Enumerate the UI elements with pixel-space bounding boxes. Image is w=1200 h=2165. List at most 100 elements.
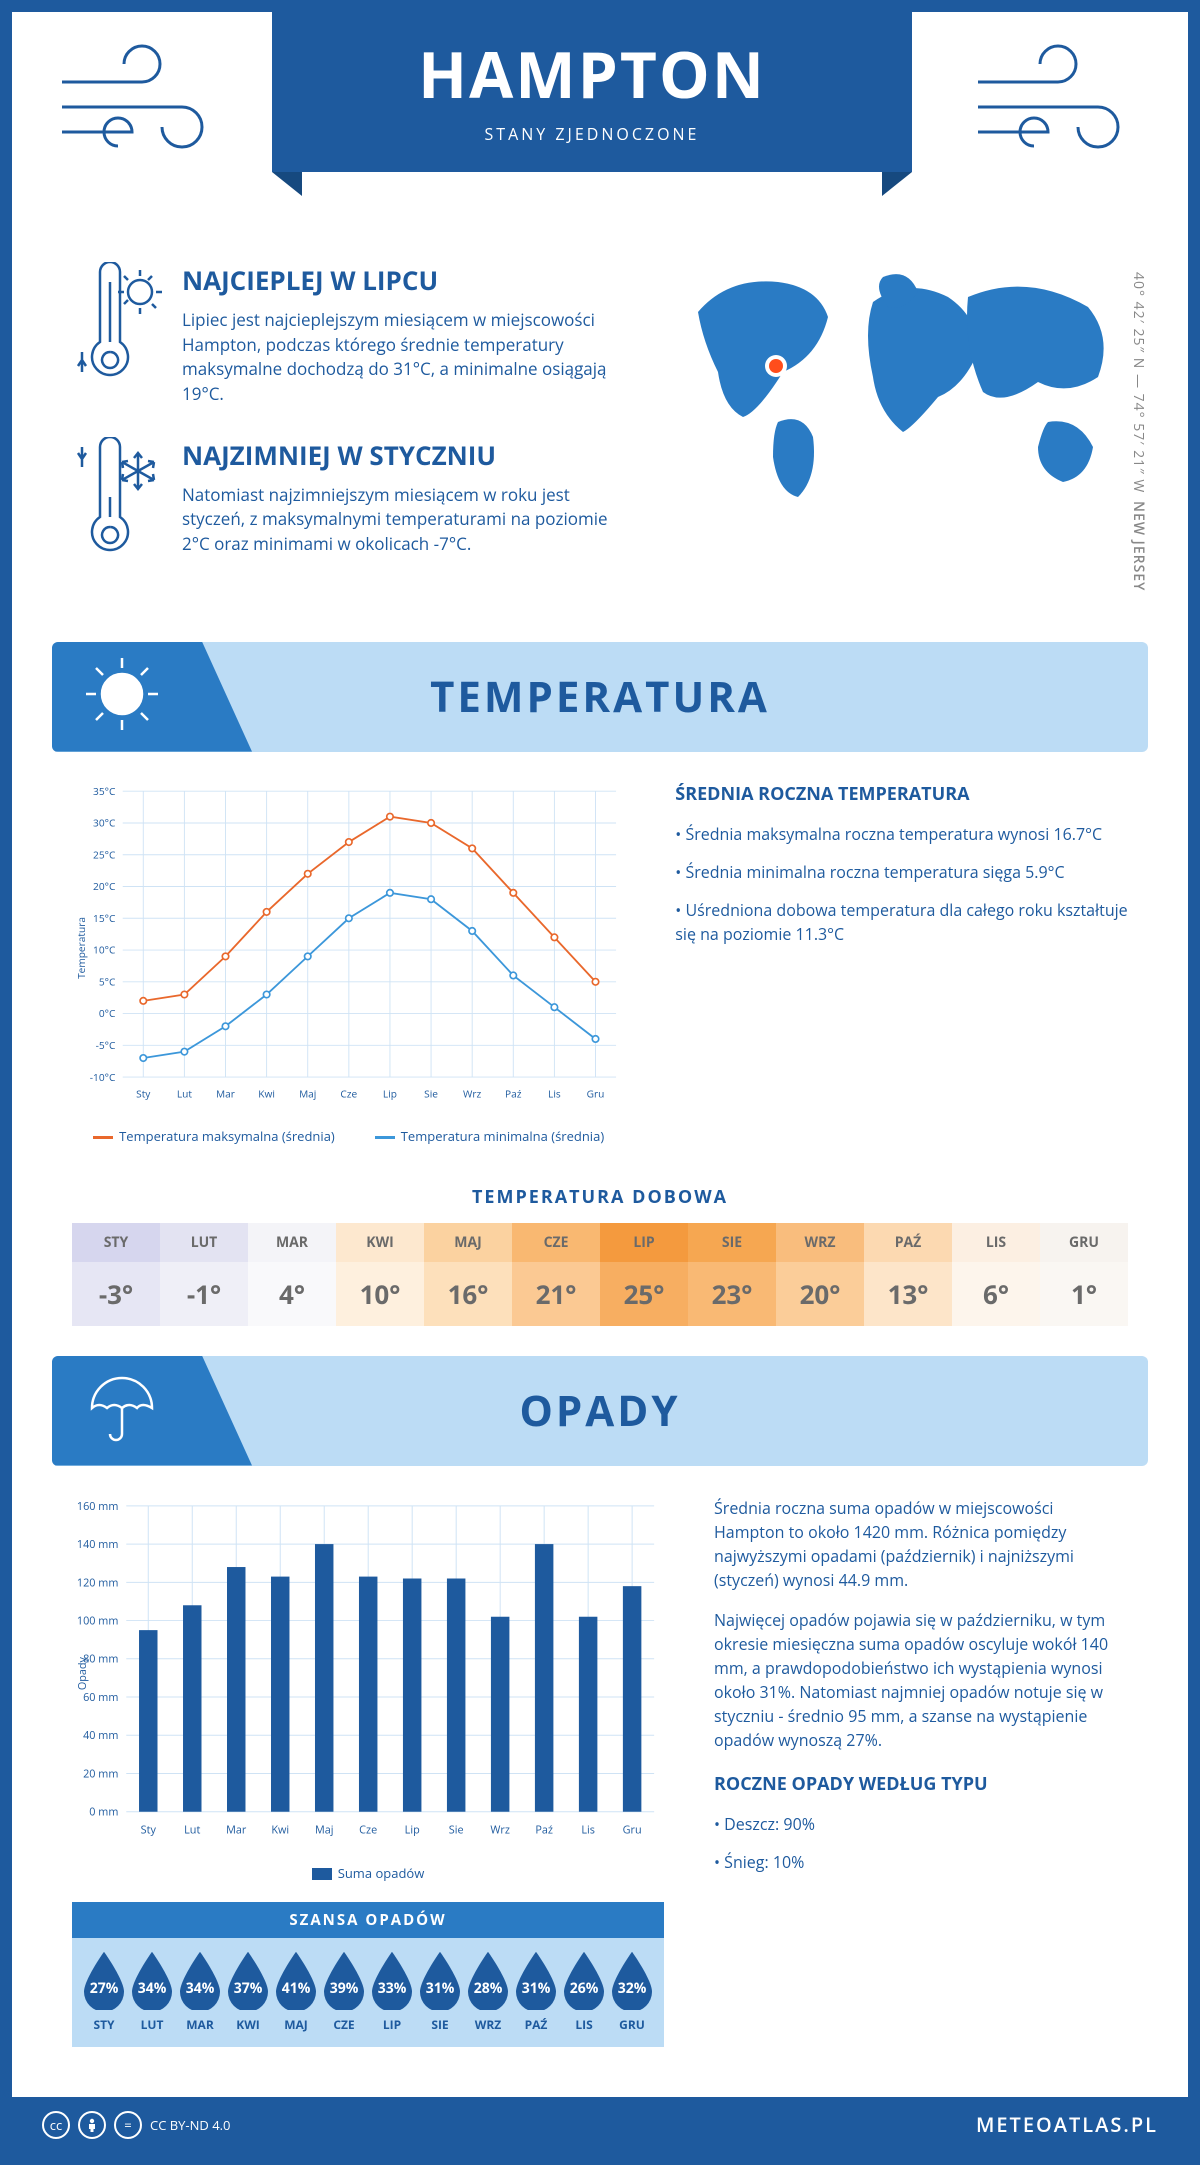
footer: cc = CC BY-ND 4.0 METEOATLAS.PL	[12, 2097, 1188, 2153]
rain-chance-cell: 41%MAJ	[272, 1952, 320, 2033]
by-icon	[78, 2111, 106, 2139]
svg-text:Cze: Cze	[340, 1086, 357, 1100]
temp-bullet: Średnia maksymalna roczna temperatura wy…	[675, 822, 1128, 846]
rain-chart: 0 mm20 mm40 mm60 mm80 mm100 mm120 mm140 …	[72, 1496, 664, 2047]
daily-temp-cell: GRU1°	[1040, 1223, 1128, 1326]
wind-icon	[968, 42, 1148, 162]
daily-temp-cell: CZE21°	[512, 1223, 600, 1326]
svg-text:0°C: 0°C	[99, 1006, 116, 1020]
svg-text:Lis: Lis	[548, 1086, 561, 1100]
thermometer-cold-icon	[72, 437, 162, 572]
svg-text:Maj: Maj	[315, 1822, 334, 1837]
license-block: cc = CC BY-ND 4.0	[42, 2111, 230, 2139]
umbrella-icon	[82, 1368, 162, 1453]
daily-temp-cell: MAJ16°	[424, 1223, 512, 1326]
svg-text:120 mm: 120 mm	[77, 1575, 119, 1590]
svg-text:Sie: Sie	[424, 1086, 438, 1100]
rain-chance-cell: 26%LIS	[560, 1952, 608, 2033]
svg-text:Gru: Gru	[623, 1822, 642, 1837]
svg-text:Kwi: Kwi	[271, 1822, 289, 1837]
legend-rain: Suma opadów	[338, 1864, 425, 1882]
world-map-icon	[668, 262, 1128, 527]
svg-text:60 mm: 60 mm	[83, 1690, 118, 1705]
thermometer-hot-icon	[72, 262, 162, 407]
daily-temp-table: STY-3°LUT-1°MAR4°KWI10°MAJ16°CZE21°LIP25…	[72, 1223, 1128, 1326]
hottest-heading: NAJCIEPLEJ W LIPCU	[182, 262, 628, 298]
coldest-text: Natomiast najzimniejszym miesiącem w rok…	[182, 483, 628, 557]
legend-min: Temperatura minimalna (średnia)	[401, 1127, 604, 1145]
svg-text:25°C: 25°C	[93, 847, 116, 861]
temperature-row: -10°C -5°C 0°C 5°C 10°C 15°C 20°C 25°C 30°C 35°C S…	[12, 782, 1188, 1165]
rain-paragraph: Najwięcej opadów pojawia się w październ…	[714, 1608, 1128, 1752]
svg-text:Gru: Gru	[587, 1086, 605, 1100]
svg-text:20°C: 20°C	[93, 879, 116, 893]
svg-text:Mar: Mar	[216, 1086, 235, 1100]
svg-text:Kwi: Kwi	[258, 1086, 275, 1100]
daily-temp-cell: LIS6°	[952, 1223, 1040, 1326]
rain-chance-cell: 32%GRU	[608, 1952, 656, 2033]
rain-chance-row: 27%STY34%LUT34%MAR37%KWI41%MAJ39%CZE33%L…	[72, 1938, 664, 2047]
coordinates: 40° 42′ 25″ N — 74° 57′ 21″ W NEW JERSEY	[1129, 272, 1148, 592]
intro-section: NAJCIEPLEJ W LIPCU Lipiec jest najcieple…	[12, 242, 1188, 632]
coords-latlon: 40° 42′ 25″ N — 74° 57′ 21″ W	[1129, 272, 1148, 493]
daily-temp-cell: STY-3°	[72, 1223, 160, 1326]
svg-text:Lip: Lip	[383, 1086, 397, 1100]
hottest-text: Lipiec jest najcieplejszym miesiącem w m…	[182, 308, 628, 407]
hottest-block: NAJCIEPLEJ W LIPCU Lipiec jest najcieple…	[72, 262, 628, 407]
rain-side: Średnia roczna suma opadów w miejscowośc…	[714, 1496, 1128, 2047]
page-subtitle: STANY ZJEDNOCZONE	[272, 123, 912, 145]
rain-chance-cell: 37%KWI	[224, 1952, 272, 2033]
svg-text:40 mm: 40 mm	[83, 1728, 118, 1743]
svg-text:140 mm: 140 mm	[77, 1537, 119, 1552]
svg-text:5°C: 5°C	[99, 974, 116, 988]
svg-text:35°C: 35°C	[93, 783, 116, 797]
svg-text:-10°C: -10°C	[90, 1069, 116, 1083]
wind-icon	[52, 42, 232, 162]
svg-text:Mar: Mar	[226, 1822, 247, 1837]
svg-text:30°C: 30°C	[93, 815, 116, 829]
svg-text:160 mm: 160 mm	[77, 1498, 119, 1513]
title-banner: HAMPTON STANY ZJEDNOCZONE	[272, 12, 912, 172]
temperature-banner: TEMPERATURA	[52, 642, 1148, 752]
svg-text:Lis: Lis	[581, 1822, 595, 1837]
rain-legend: Suma opadów	[72, 1864, 664, 1882]
daily-temp-cell: SIE23°	[688, 1223, 776, 1326]
rain-paragraph: Średnia roczna suma opadów w miejscowośc…	[714, 1496, 1128, 1592]
coords-region: NEW JERSEY	[1129, 501, 1148, 591]
rain-chance-cell: 34%LUT	[128, 1952, 176, 2033]
svg-text:20 mm: 20 mm	[83, 1766, 118, 1781]
rain-type-heading: ROCZNE OPADY WEDŁUG TYPU	[714, 1772, 1128, 1796]
svg-text:Opady: Opady	[75, 1656, 90, 1690]
svg-text:Wrz: Wrz	[463, 1086, 481, 1100]
rain-chance-cell: 31%SIE	[416, 1952, 464, 2033]
nd-icon: =	[114, 2111, 142, 2139]
header: HAMPTON STANY ZJEDNOCZONE	[12, 12, 1188, 242]
sun-icon	[82, 654, 162, 739]
svg-text:Temperatura: Temperatura	[74, 917, 88, 979]
coldest-block: NAJZIMNIEJ W STYCZNIU Natomiast najzimni…	[72, 437, 628, 572]
rain-chance-cell: 34%MAR	[176, 1952, 224, 2033]
page-title: HAMPTON	[272, 30, 912, 117]
temp-bullet: Uśredniona dobowa temperatura dla całego…	[675, 898, 1128, 946]
daily-temp-cell: LIP25°	[600, 1223, 688, 1326]
svg-text:0 mm: 0 mm	[89, 1804, 118, 1819]
svg-text:15°C: 15°C	[93, 911, 116, 925]
rain-banner: OPADY	[52, 1356, 1148, 1466]
map-block: 40° 42′ 25″ N — 74° 57′ 21″ W NEW JERSEY	[668, 262, 1128, 602]
rain-chance-cell: 39%CZE	[320, 1952, 368, 2033]
daily-temp-cell: LUT-1°	[160, 1223, 248, 1326]
cc-icon: cc	[42, 2111, 70, 2139]
temperature-legend: Temperatura maksymalna (średnia) Tempera…	[72, 1127, 625, 1145]
temperature-chart: -10°C -5°C 0°C 5°C 10°C 15°C 20°C 25°C 30°C 35°C S…	[72, 782, 625, 1145]
svg-text:10°C: 10°C	[93, 942, 116, 956]
rain-row: 0 mm20 mm40 mm60 mm80 mm100 mm120 mm140 …	[12, 1496, 1188, 2067]
temp-bullet: Średnia minimalna roczna temperatura się…	[675, 860, 1128, 884]
svg-text:Lip: Lip	[405, 1822, 420, 1837]
footer-brand: METEOATLAS.PL	[976, 2111, 1158, 2138]
temp-side-heading: ŚREDNIA ROCZNA TEMPERATURA	[675, 782, 1128, 806]
svg-text:Paź: Paź	[535, 1822, 553, 1837]
svg-text:Sie: Sie	[449, 1822, 464, 1837]
daily-temp-cell: KWI10°	[336, 1223, 424, 1326]
svg-text:-5°C: -5°C	[96, 1038, 116, 1052]
rain-chance-cell: 31%PAŹ	[512, 1952, 560, 2033]
